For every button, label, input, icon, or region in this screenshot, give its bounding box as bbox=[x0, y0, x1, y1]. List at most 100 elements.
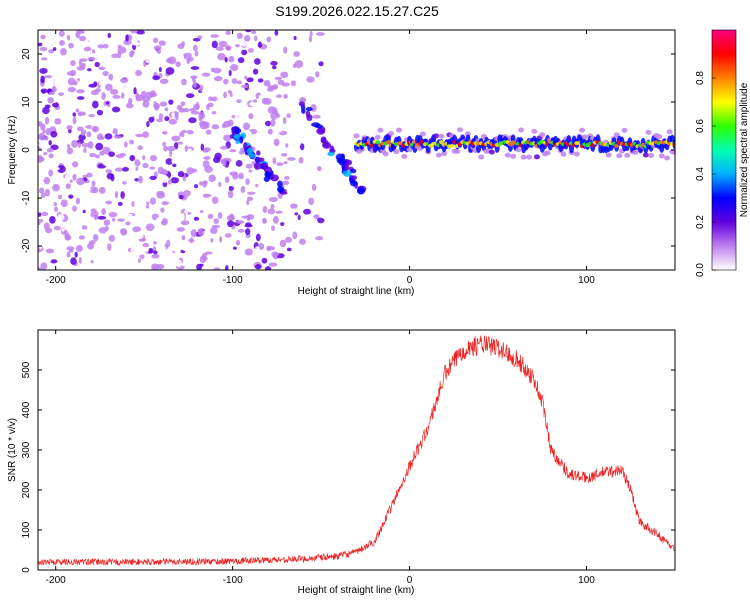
spectrogram-cell bbox=[149, 175, 157, 181]
spectrogram-cell bbox=[152, 139, 159, 145]
spectrogram-cell bbox=[38, 212, 42, 217]
spectrogram-cell bbox=[101, 208, 106, 216]
snr-y-tick-label: 200 bbox=[21, 481, 32, 498]
spectrogram-cell bbox=[227, 190, 234, 199]
spectrogram-cell bbox=[518, 127, 525, 133]
spectrogram-cell bbox=[166, 145, 176, 152]
spectrogram-cell bbox=[273, 138, 280, 147]
spectrogram-cell bbox=[270, 118, 276, 127]
spectrogram-cell bbox=[115, 154, 125, 159]
spectrogram-cell bbox=[256, 68, 264, 75]
spectrogram-cell bbox=[149, 154, 157, 162]
spectrogram-cell bbox=[182, 107, 190, 113]
spectrogram-cell bbox=[393, 149, 400, 155]
spectrogram-cell bbox=[53, 225, 61, 231]
spectrogram-cell bbox=[255, 92, 260, 100]
spectrogram-cell bbox=[125, 34, 129, 42]
spectrogram-cell bbox=[296, 220, 305, 224]
spectrogram-y-tick-label: -20 bbox=[21, 238, 32, 253]
spectrogram-cell bbox=[159, 78, 169, 85]
spectrogram-cell bbox=[279, 239, 287, 248]
spectrogram-cell bbox=[283, 176, 290, 180]
spectrogram-cell bbox=[158, 216, 163, 222]
spectrogram-cell bbox=[76, 45, 84, 52]
spectrogram-cell bbox=[236, 32, 243, 40]
spectrogram-cell bbox=[193, 216, 200, 221]
spectrogram-cell bbox=[520, 154, 527, 160]
spectrogram-cell bbox=[145, 57, 154, 64]
spectrogram-cell bbox=[257, 157, 265, 163]
spectrogram-cell bbox=[204, 57, 213, 62]
spectrogram-cell bbox=[160, 207, 165, 213]
spectrogram-cell bbox=[190, 75, 198, 79]
spectrogram-cell bbox=[164, 116, 170, 122]
spectrogram-cell bbox=[111, 106, 121, 113]
spectrogram-cell bbox=[38, 132, 46, 141]
spectrogram-cell bbox=[246, 77, 254, 83]
spectrogram-cell bbox=[313, 214, 320, 219]
spectrogram-y-label: Frequency (Hz) bbox=[7, 116, 18, 185]
spectrogram-cell bbox=[335, 153, 344, 161]
spectrogram-cell bbox=[172, 41, 181, 45]
spectrogram-cell bbox=[171, 135, 181, 142]
spectrogram-cell bbox=[312, 114, 321, 119]
spectrogram-cell bbox=[311, 183, 317, 192]
spectrogram-cell bbox=[77, 78, 81, 82]
spectrogram-cell bbox=[253, 58, 261, 65]
spectrogram-cell bbox=[78, 235, 85, 240]
spectrogram-cell bbox=[72, 205, 77, 212]
spectrogram-cell bbox=[222, 159, 227, 167]
spectrogram-cell bbox=[210, 67, 215, 73]
spectrogram-cell bbox=[50, 259, 58, 264]
spectrogram-cell bbox=[66, 147, 74, 155]
spectrogram-cell bbox=[87, 141, 94, 149]
spectrogram-cell bbox=[84, 187, 92, 191]
spectrogram-cell bbox=[198, 115, 203, 122]
spectrogram-cell bbox=[168, 99, 174, 105]
spectrogram-cell bbox=[205, 251, 213, 256]
spectrogram-cell bbox=[255, 233, 261, 242]
spectrogram-cell bbox=[122, 166, 130, 172]
spectrogram-cell bbox=[162, 141, 167, 147]
spectrogram-cell bbox=[48, 169, 54, 177]
spectrogram-cell bbox=[202, 160, 210, 169]
spectrogram-cell bbox=[105, 83, 113, 91]
spectrogram-cell bbox=[165, 67, 175, 75]
spectrogram-cell bbox=[308, 35, 313, 43]
spectrogram-cell bbox=[39, 46, 48, 52]
snr-x-tick-label: -200 bbox=[46, 575, 66, 586]
spectrogram-cell bbox=[52, 183, 60, 192]
spectrogram-cell bbox=[237, 57, 245, 64]
spectrogram-cell bbox=[526, 154, 533, 160]
spectrogram-cell bbox=[190, 66, 200, 70]
spectrogram-cell bbox=[86, 131, 92, 138]
spectrogram-cell bbox=[203, 156, 211, 160]
spectrogram-cell bbox=[294, 60, 304, 69]
spectrogram-cell bbox=[101, 92, 106, 100]
colorbar-tick-label: 0.2 bbox=[695, 215, 706, 229]
spectrogram-cell bbox=[108, 151, 115, 157]
spectrogram-cell bbox=[292, 231, 298, 240]
spectrogram-cell bbox=[293, 51, 300, 57]
spectrogram-cell bbox=[271, 107, 278, 115]
spectrogram-cell bbox=[247, 134, 254, 140]
spectrogram-cell bbox=[98, 66, 106, 71]
spectrogram-cell bbox=[188, 264, 196, 270]
spectrogram-y-tick-label: 0 bbox=[21, 147, 32, 153]
spectrogram-cell bbox=[237, 228, 245, 233]
spectrogram-cell bbox=[125, 221, 131, 226]
spectrogram-cell bbox=[244, 75, 248, 80]
spectrogram-cell bbox=[179, 131, 185, 139]
spectrogram-cell bbox=[167, 252, 177, 260]
spectrogram-cell bbox=[158, 113, 164, 120]
spectrogram-cell bbox=[263, 80, 271, 87]
spectrogram-cell bbox=[60, 48, 67, 56]
spectrogram-cell bbox=[100, 139, 107, 145]
spectrogram-cell bbox=[151, 254, 160, 259]
spectrogram-cell bbox=[228, 69, 232, 77]
spectrogram-cell bbox=[261, 257, 268, 264]
spectrogram-cell bbox=[159, 101, 168, 107]
spectrogram-cell bbox=[91, 180, 96, 187]
spectrogram-cell bbox=[344, 159, 353, 166]
